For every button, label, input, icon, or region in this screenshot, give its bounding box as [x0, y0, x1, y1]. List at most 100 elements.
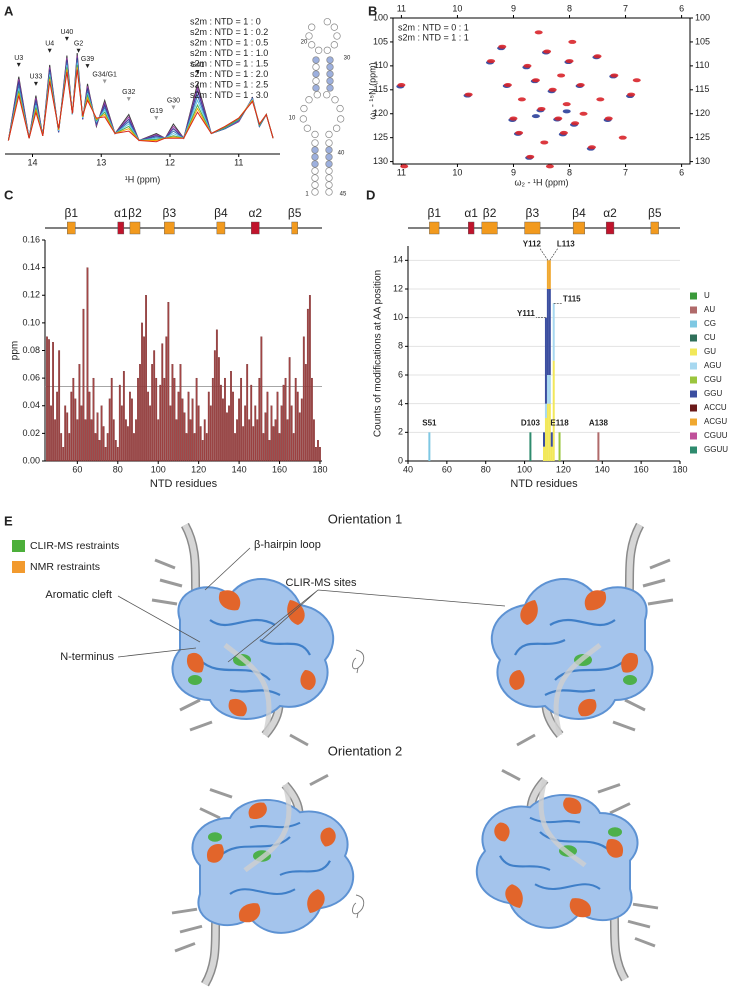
bar — [308, 295, 311, 462]
legend-label: GU — [704, 347, 716, 356]
bar — [90, 419, 93, 462]
bar — [120, 405, 123, 462]
peak — [568, 39, 577, 44]
annotation-leader — [539, 248, 549, 261]
peak-label: G30 — [167, 97, 180, 104]
bar — [274, 419, 277, 462]
x-tick-label: 9 — [511, 167, 516, 177]
peak — [610, 73, 619, 78]
peak — [545, 164, 554, 169]
bar — [143, 336, 145, 462]
y-tick-label: 130 — [695, 156, 710, 166]
bar — [169, 405, 172, 462]
bar — [242, 426, 245, 462]
bar — [195, 377, 198, 462]
callout-lines — [117, 547, 506, 663]
bar — [284, 377, 287, 462]
bar — [72, 377, 75, 462]
x-tick-label: 12 — [165, 157, 175, 167]
peak — [523, 63, 532, 68]
bar — [52, 342, 54, 462]
plot-frame — [392, 17, 691, 165]
bar — [58, 350, 61, 462]
nucleotide — [326, 56, 334, 64]
bar — [228, 405, 230, 462]
secondary-element — [468, 221, 475, 235]
bar — [163, 377, 166, 462]
bar — [234, 433, 236, 462]
bar — [167, 302, 170, 462]
x-tick-label: 8 — [567, 3, 572, 13]
rna-structure — [299, 18, 345, 196]
legend-swatch — [690, 446, 697, 454]
peak-label: U4 — [45, 41, 54, 48]
peak — [515, 130, 524, 135]
bar — [209, 405, 212, 462]
bar — [302, 336, 305, 462]
bar — [131, 398, 133, 462]
peak — [531, 114, 540, 119]
peak-label: G32 — [122, 89, 135, 96]
nucleotide — [303, 124, 312, 132]
secondary-label: β1 — [427, 206, 441, 220]
bar — [224, 377, 226, 462]
bar-segment — [548, 289, 551, 375]
secondary-label: α2 — [603, 206, 617, 220]
bar — [286, 419, 289, 462]
bar — [126, 426, 129, 462]
secondary-label: β5 — [648, 206, 662, 220]
bar — [317, 440, 319, 462]
nucleotide — [311, 146, 319, 154]
x-tick-label: 140 — [232, 464, 247, 474]
nucleotide — [337, 115, 345, 123]
bar — [84, 419, 87, 462]
y-tick-label: 14 — [393, 255, 403, 265]
bar — [124, 419, 127, 462]
x-tick-label: 180 — [672, 464, 687, 474]
bar — [133, 433, 135, 462]
x-axis-label: NTD residues — [510, 478, 578, 490]
bar-segment — [550, 446, 553, 461]
bar — [250, 384, 253, 462]
y-tick-label: 0.00 — [22, 455, 40, 465]
bar — [292, 433, 295, 462]
bar — [256, 419, 259, 462]
bar — [294, 377, 297, 462]
y-tick-label: 12 — [393, 283, 403, 293]
peak — [517, 97, 526, 102]
bar — [82, 308, 85, 462]
bar — [226, 412, 228, 462]
bar — [56, 391, 59, 462]
orientation-title: Orientation 1 — [328, 511, 402, 526]
bar — [129, 391, 131, 462]
x-tick-label: 10 — [452, 3, 462, 13]
legend-swatch — [690, 292, 697, 300]
callout-label: β-hairpin loop — [254, 539, 321, 551]
peak-marker — [47, 48, 52, 53]
rotation-arrow — [352, 649, 365, 674]
bar — [151, 364, 154, 462]
bar — [98, 440, 101, 462]
x-tick-label: 6 — [679, 167, 684, 177]
bar — [76, 419, 79, 462]
bar — [175, 419, 178, 462]
bar — [116, 447, 119, 462]
bar — [110, 377, 113, 462]
nucleotide — [325, 188, 333, 196]
bar — [193, 433, 196, 462]
bar — [74, 398, 77, 462]
bar — [86, 267, 89, 462]
bar-segment — [552, 303, 555, 361]
bar — [304, 364, 307, 462]
secondary-label: β2 — [128, 206, 142, 220]
bar — [88, 391, 91, 462]
bar — [165, 336, 168, 462]
bar — [222, 398, 224, 462]
x-tick-label: 14 — [27, 157, 37, 167]
bar — [155, 377, 158, 462]
bar — [220, 384, 222, 462]
y-tick-label: 105 — [373, 36, 388, 46]
legend-swatch — [690, 404, 697, 412]
bar — [203, 419, 206, 462]
nucleotide — [311, 139, 319, 147]
